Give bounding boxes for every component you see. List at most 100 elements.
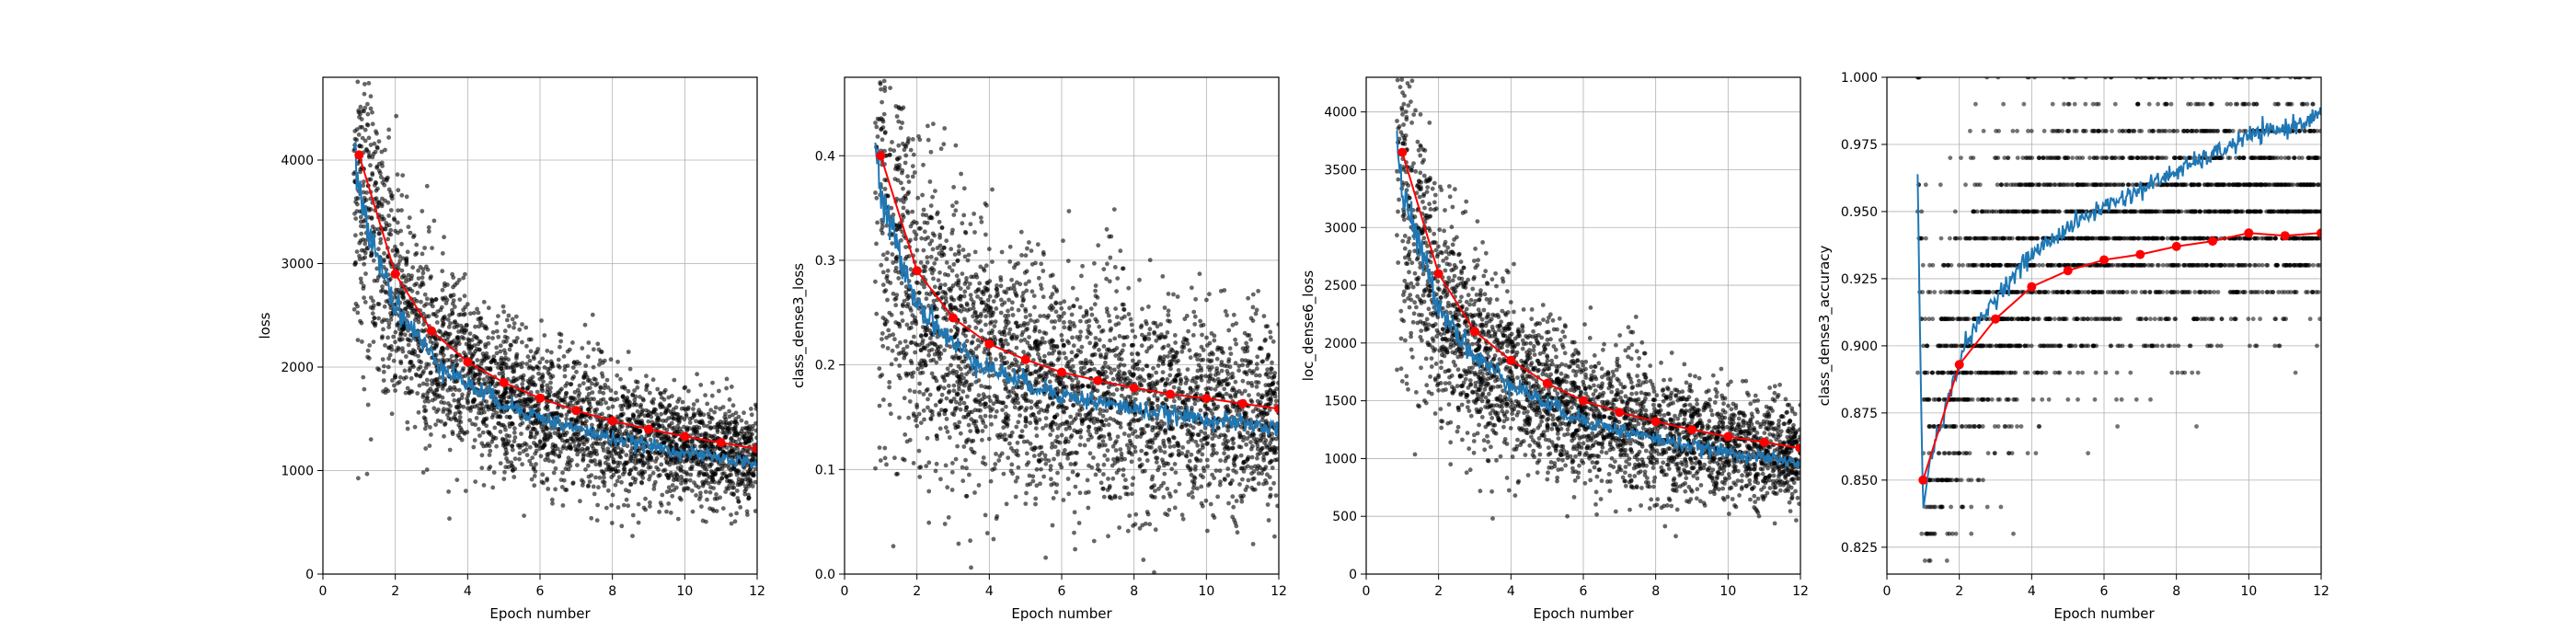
scatter-point [1182, 316, 1188, 322]
scatter-point [376, 231, 382, 236]
scatter-point [394, 113, 399, 119]
scatter-point [467, 331, 473, 336]
scatter-point [1108, 338, 1112, 343]
scatter-point [1089, 408, 1094, 413]
scatter-point [667, 403, 672, 408]
scatter-point [961, 415, 966, 420]
scatter-point [947, 265, 952, 270]
scatter-point [648, 474, 652, 478]
scatter-point [1133, 397, 1138, 402]
scatter-point [539, 318, 544, 323]
scatter-point [549, 361, 554, 366]
scatter-point [352, 48, 357, 52]
scatter-point [514, 336, 520, 340]
scatter-point [587, 401, 592, 407]
scatter-point [370, 109, 374, 115]
scatter-point [727, 483, 732, 488]
scatter-point [581, 452, 586, 457]
scatter-point [458, 425, 463, 431]
scatter-point [419, 299, 423, 305]
scatter-point [558, 412, 564, 418]
scatter-point [593, 448, 599, 454]
scatter-point [1003, 338, 1008, 343]
scatter-point [1208, 501, 1213, 507]
scatter-point [1171, 435, 1177, 441]
scatter-point [995, 283, 999, 288]
scatter-point [1162, 305, 1167, 310]
scatter-point [1093, 288, 1098, 293]
scatter-point [594, 518, 600, 523]
scatter-point [979, 384, 983, 388]
scatter-point [462, 311, 467, 316]
epoch-mean-marker [571, 406, 581, 416]
scatter-point [454, 362, 460, 367]
scatter-point [709, 393, 715, 398]
scatter-point [951, 383, 957, 388]
scatter-point [473, 373, 478, 378]
scatter-point [684, 477, 689, 483]
scatter-point [351, 306, 357, 312]
scatter-point [426, 314, 431, 319]
scatter-point [487, 453, 492, 457]
scatter-point [1031, 293, 1037, 298]
scatter-point [1000, 408, 1005, 412]
scatter-point [377, 201, 382, 206]
scatter-point [1027, 335, 1031, 339]
scatter-point [387, 352, 393, 358]
scatter-point [430, 298, 435, 303]
scatter-point [682, 459, 686, 464]
scatter-point [732, 454, 738, 460]
scatter-point [961, 444, 967, 449]
scatter-point [918, 420, 924, 425]
scatter-point [484, 443, 489, 448]
scatter-point [617, 424, 623, 430]
scatter-point [663, 418, 669, 423]
scatter-point [586, 483, 591, 489]
scatter-point [374, 180, 379, 186]
scatter-point [386, 213, 391, 218]
scatter-point [539, 384, 545, 389]
scatter-point [372, 321, 377, 327]
scatter-point [621, 502, 627, 508]
scatter-point [386, 187, 392, 192]
scatter-point [620, 394, 626, 399]
scatter-point [597, 459, 603, 464]
scatter-point [414, 242, 420, 247]
scatter-point [388, 276, 393, 282]
scatter-point [1144, 423, 1149, 429]
scatter-point [1230, 445, 1235, 451]
scatter-point [389, 193, 395, 199]
scatter-point [375, 302, 381, 306]
scatter-point [595, 341, 601, 347]
scatter-point [1093, 283, 1098, 288]
scatter-point [1142, 378, 1146, 383]
scatter-point [440, 269, 445, 274]
scatter-point [726, 466, 731, 471]
scatter-point [561, 354, 567, 359]
scatter-point [569, 457, 574, 463]
scatter-point [983, 232, 988, 237]
scatter-point [1112, 367, 1117, 373]
scatter-point [376, 316, 381, 321]
scatter-point [422, 292, 428, 297]
scatter-point [529, 477, 535, 482]
scatter-point [594, 407, 600, 412]
scatter-point [1032, 328, 1037, 334]
scatter-point [582, 370, 588, 375]
scatter-point [494, 410, 500, 415]
scatter-point [734, 433, 740, 438]
scatter-point [510, 316, 515, 322]
scatter-point [597, 362, 602, 367]
scatter-point [653, 479, 658, 485]
scatter-point [477, 324, 481, 329]
scatter-point [954, 200, 959, 205]
scatter-point [571, 440, 577, 444]
scatter-point [562, 374, 568, 379]
scatter-point [1261, 434, 1266, 440]
scatter-point [1098, 480, 1104, 486]
scatter-point [418, 364, 423, 370]
scatter-point [1085, 384, 1090, 388]
scatter-point [988, 408, 994, 413]
scatter-point [713, 405, 719, 410]
scatter-point [452, 379, 457, 385]
